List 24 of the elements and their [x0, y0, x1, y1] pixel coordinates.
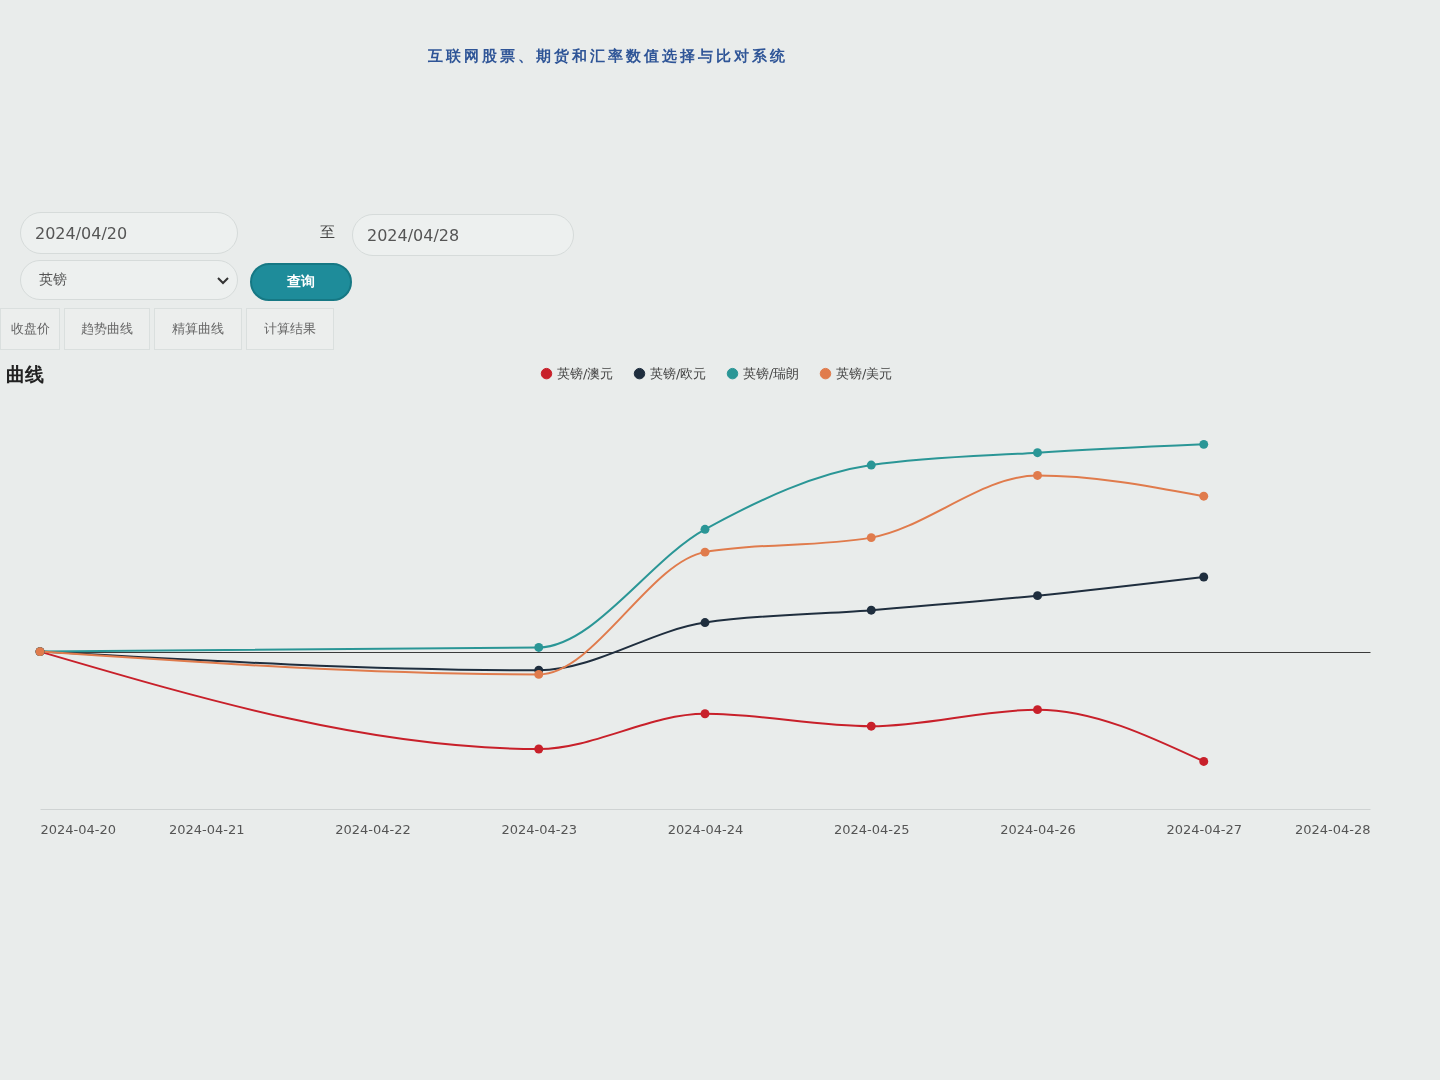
x-tick-label: 2024-04-27	[1166, 821, 1243, 837]
x-tick-label: 2024-04-25	[833, 821, 910, 837]
button: 查询	[250, 263, 352, 301]
tab: 收盘价	[0, 308, 60, 350]
legend-label: 英镑/澳元	[557, 365, 614, 381]
legend-label: 英镑/美元	[836, 365, 893, 381]
x-tick-label: 2024-04-28	[1294, 821, 1371, 837]
legend-label: 英镑/瑞朗	[743, 365, 800, 381]
tab: 精算曲线	[154, 308, 242, 350]
dropdown-field: 英镑	[20, 260, 238, 300]
legend-label: 英镑/欧元	[650, 365, 707, 381]
tab: 计算结果	[246, 308, 334, 350]
chart-title: 曲线	[6, 362, 44, 387]
x-tick-label: 2024-04-21	[168, 821, 245, 837]
x-tick-label: 2024-04-24	[667, 821, 744, 837]
x-tick-label: 2024-04-23	[501, 821, 578, 837]
x-tick-label: 2024-04-20	[40, 821, 117, 837]
tab: 趋势曲线	[64, 308, 150, 350]
text: 至	[320, 222, 335, 242]
x-tick-label: 2024-04-26	[1000, 821, 1076, 837]
text-field: 2024/04/28	[352, 214, 574, 256]
text: 互联网股票、期货和汇率数值选择与比对系统	[428, 46, 788, 66]
x-tick-label: 2024-04-22	[335, 821, 411, 837]
text-field: 2024/04/20	[20, 212, 238, 254]
